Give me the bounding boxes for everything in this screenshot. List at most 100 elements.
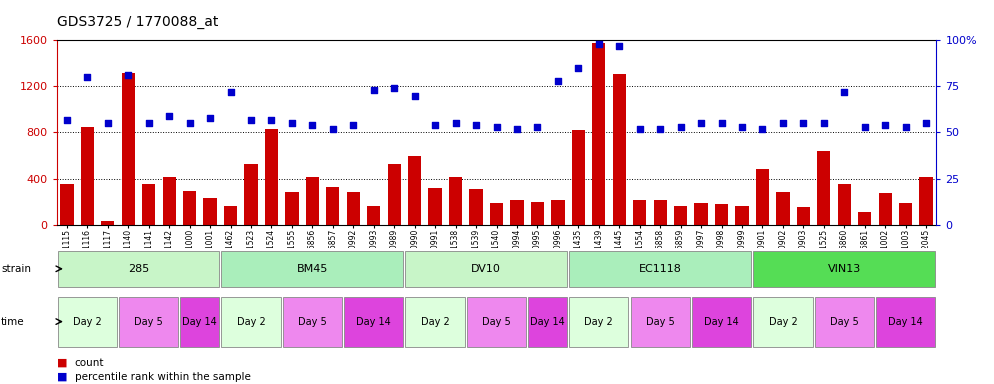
Bar — [81, 127, 94, 225]
Text: ■: ■ — [57, 358, 68, 368]
Text: percentile rank within the sample: percentile rank within the sample — [75, 372, 250, 382]
Text: Day 2: Day 2 — [73, 316, 101, 327]
Text: Day 2: Day 2 — [768, 316, 797, 327]
FancyBboxPatch shape — [222, 296, 280, 347]
Bar — [838, 184, 851, 225]
Bar — [653, 200, 667, 225]
Bar — [490, 203, 503, 225]
Text: Day 2: Day 2 — [237, 316, 265, 327]
Point — [489, 124, 505, 130]
Bar — [633, 200, 646, 225]
Text: strain: strain — [1, 264, 31, 274]
Bar — [326, 187, 340, 225]
FancyBboxPatch shape — [282, 296, 342, 347]
Bar — [776, 192, 789, 225]
Point — [530, 124, 546, 130]
FancyBboxPatch shape — [344, 296, 404, 347]
Bar — [367, 206, 381, 225]
Bar — [204, 198, 217, 225]
Point — [325, 126, 341, 132]
Point — [918, 120, 934, 126]
Bar — [572, 130, 585, 225]
Text: Day 2: Day 2 — [584, 316, 613, 327]
Point — [202, 115, 218, 121]
FancyBboxPatch shape — [570, 251, 751, 286]
Point — [878, 122, 894, 128]
Point — [550, 78, 566, 84]
Text: Day 5: Day 5 — [646, 316, 675, 327]
Point — [141, 120, 157, 126]
Bar — [531, 202, 544, 225]
Bar — [163, 177, 176, 225]
Bar — [899, 203, 912, 225]
Bar — [797, 207, 810, 225]
FancyBboxPatch shape — [528, 296, 568, 347]
FancyBboxPatch shape — [753, 296, 812, 347]
FancyBboxPatch shape — [119, 296, 178, 347]
Point — [427, 122, 443, 128]
Point — [161, 113, 177, 119]
Text: Day 5: Day 5 — [298, 316, 327, 327]
Point — [447, 120, 463, 126]
Text: ■: ■ — [57, 372, 68, 382]
Point — [611, 43, 627, 49]
Point — [714, 120, 730, 126]
Point — [263, 116, 279, 122]
Text: time: time — [1, 316, 25, 327]
Point — [652, 126, 668, 132]
Bar — [142, 184, 155, 225]
Text: VIN13: VIN13 — [828, 264, 861, 274]
Point — [857, 124, 873, 130]
Bar — [469, 189, 483, 225]
Bar — [510, 200, 524, 225]
Point — [387, 85, 403, 91]
Bar — [306, 177, 319, 225]
Bar — [428, 188, 441, 225]
Bar — [858, 212, 872, 225]
Point — [754, 126, 770, 132]
Text: DV10: DV10 — [471, 264, 501, 274]
Point — [571, 65, 586, 71]
Bar — [817, 151, 830, 225]
FancyBboxPatch shape — [181, 296, 220, 347]
Point — [304, 122, 320, 128]
Bar — [388, 164, 401, 225]
Text: BM45: BM45 — [296, 264, 328, 274]
Point — [244, 116, 259, 122]
Text: Day 14: Day 14 — [357, 316, 391, 327]
Point — [345, 122, 361, 128]
Text: GDS3725 / 1770088_at: GDS3725 / 1770088_at — [57, 15, 218, 29]
Point — [468, 122, 484, 128]
Bar — [755, 169, 769, 225]
Bar — [695, 203, 708, 225]
Text: count: count — [75, 358, 104, 368]
Text: 285: 285 — [128, 264, 149, 274]
FancyBboxPatch shape — [406, 251, 568, 286]
Text: Day 14: Day 14 — [183, 316, 218, 327]
Text: Day 14: Day 14 — [530, 316, 565, 327]
Text: Day 14: Day 14 — [889, 316, 923, 327]
Point — [120, 72, 136, 78]
Bar — [224, 206, 238, 225]
FancyBboxPatch shape — [692, 296, 751, 347]
Bar — [245, 164, 257, 225]
Text: Day 5: Day 5 — [134, 316, 163, 327]
FancyBboxPatch shape — [753, 251, 935, 286]
FancyBboxPatch shape — [467, 296, 526, 347]
Text: Day 5: Day 5 — [830, 316, 859, 327]
Bar — [552, 200, 565, 225]
Bar — [347, 192, 360, 225]
Bar — [408, 156, 421, 225]
Point — [836, 89, 852, 95]
Bar — [101, 221, 114, 225]
FancyBboxPatch shape — [222, 251, 404, 286]
Bar — [183, 191, 196, 225]
Point — [795, 120, 811, 126]
Bar — [592, 43, 605, 225]
FancyBboxPatch shape — [815, 296, 874, 347]
Point — [734, 124, 749, 130]
Text: Day 5: Day 5 — [482, 316, 511, 327]
Point — [366, 87, 382, 93]
FancyBboxPatch shape — [630, 296, 690, 347]
Bar — [715, 205, 729, 225]
